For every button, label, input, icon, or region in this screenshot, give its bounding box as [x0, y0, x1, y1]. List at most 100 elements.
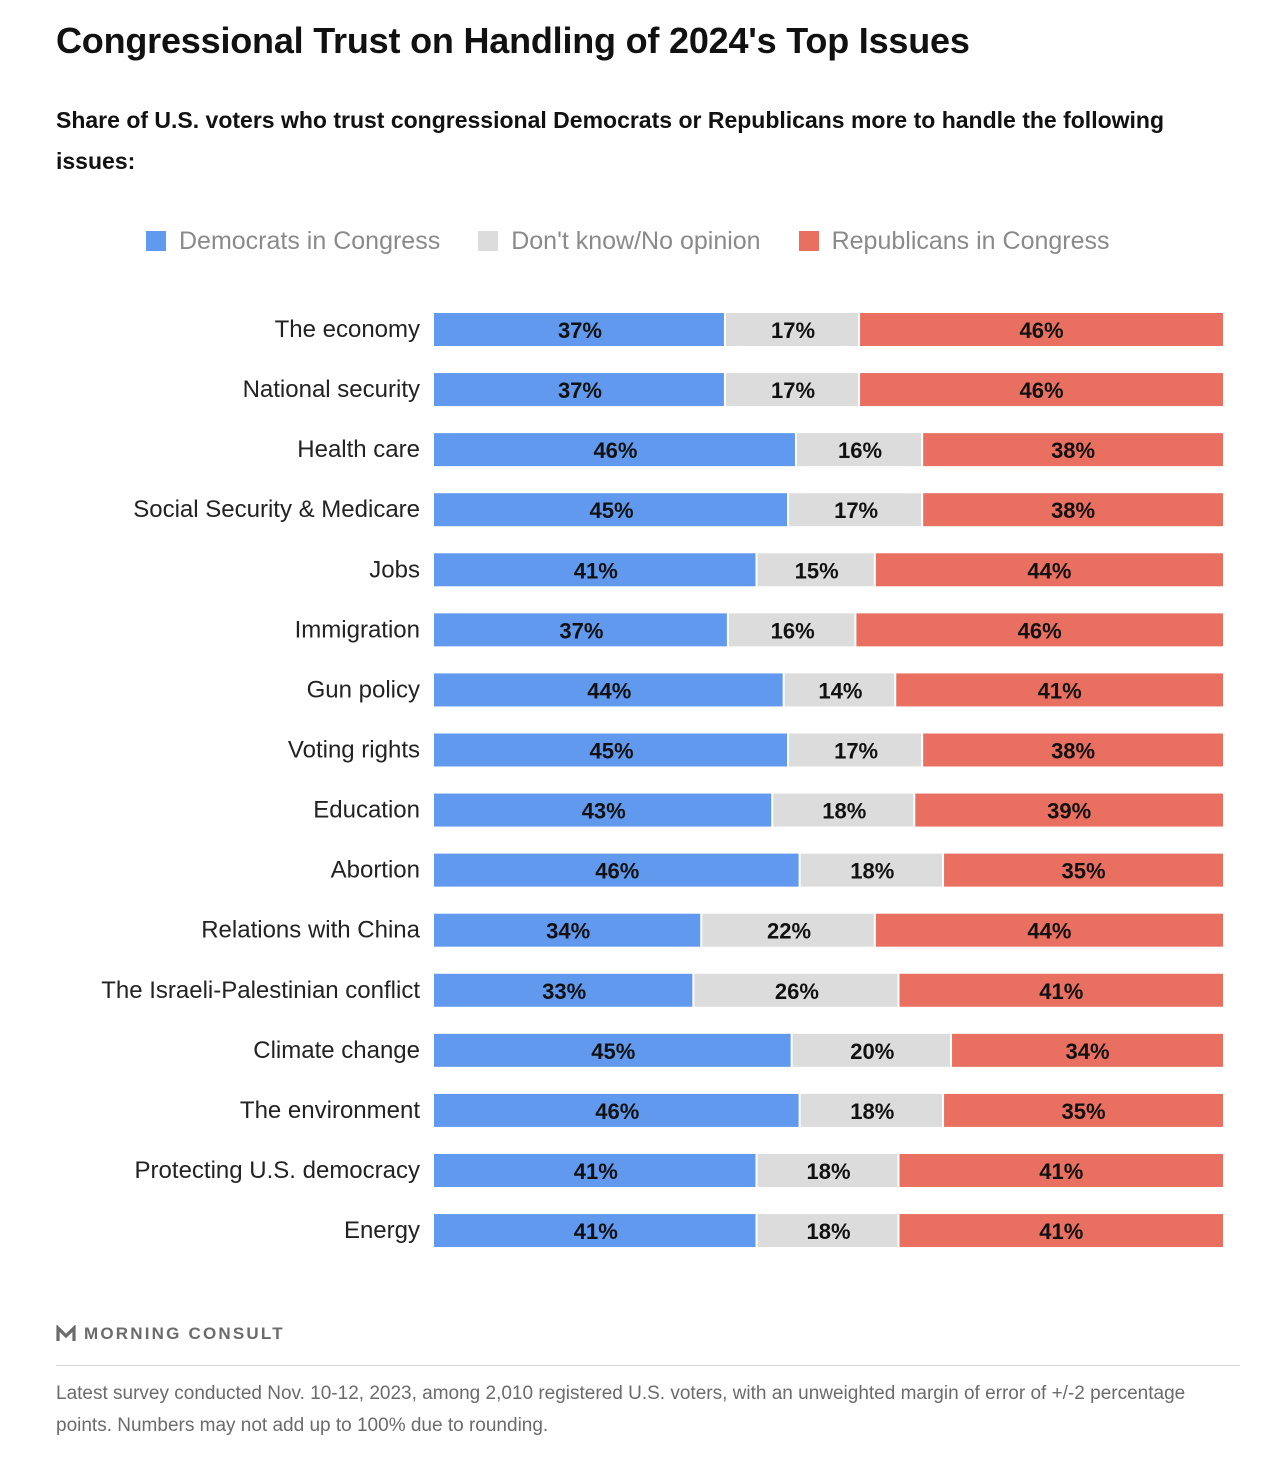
bar-segment	[899, 973, 1223, 1007]
legend-item-no-opinion: Don't know/No opinion	[478, 226, 761, 256]
legend-label-republicans: Republicans in Congress	[831, 226, 1110, 255]
bar-segment	[792, 1033, 951, 1067]
footer-divider	[56, 1365, 1240, 1366]
category-label: The Israeli-Palestinian conflict	[101, 977, 420, 1004]
bar-segment	[784, 673, 895, 707]
bar-segment	[899, 1214, 1223, 1248]
bar-segment	[856, 613, 1223, 647]
bar-segment	[789, 733, 922, 767]
bar-segment	[915, 793, 1223, 827]
legend-label-no-opinion: Don't know/No opinion	[511, 226, 761, 255]
data-label: 18%	[806, 1159, 850, 1184]
data-label: 18%	[850, 1099, 894, 1124]
bar-segment	[899, 1153, 1223, 1187]
bar-row: Abortion 46% 18% 35%	[331, 853, 1223, 887]
category-label: Abortion	[331, 857, 420, 884]
bar-segment	[434, 853, 799, 887]
bar-segment	[434, 493, 788, 527]
brand-logo: MORNING CONSULT	[56, 1324, 285, 1344]
data-label: 44%	[587, 678, 631, 703]
bar-segment	[860, 373, 1223, 407]
bar-segment	[952, 1033, 1223, 1067]
bar-row: Climate change 45% 20% 34%	[253, 1033, 1223, 1067]
category-label: The environment	[240, 1097, 420, 1124]
data-label: 41%	[574, 1219, 618, 1244]
data-label: 46%	[595, 1099, 639, 1124]
bar-row: Relations with China 34% 22% 44%	[201, 913, 1223, 947]
data-label: 46%	[1020, 378, 1064, 403]
data-label: 14%	[818, 678, 862, 703]
data-label: 41%	[1039, 1159, 1083, 1184]
data-label: 33%	[542, 979, 586, 1004]
data-label: 22%	[767, 919, 811, 944]
data-label: 18%	[806, 1219, 850, 1244]
data-label: 17%	[834, 738, 878, 763]
bar-segment	[773, 793, 914, 827]
category-label: Immigration	[295, 616, 420, 643]
bar-segment	[725, 373, 859, 407]
data-label: 46%	[1020, 318, 1064, 343]
data-label: 41%	[574, 558, 618, 583]
data-label: 37%	[559, 618, 603, 643]
bar-row: The environment 46% 18% 35%	[240, 1093, 1223, 1127]
data-label: 46%	[1018, 618, 1062, 643]
bar-segment	[434, 913, 701, 947]
brand-name: MORNING CONSULT	[84, 1324, 285, 1343]
bar-row: Education 43% 18% 39%	[313, 793, 1223, 827]
bar-segment	[800, 853, 943, 887]
bar-segment	[896, 673, 1223, 707]
category-label: Voting rights	[288, 736, 420, 763]
category-label: Social Security & Medicare	[133, 496, 420, 523]
chart-subtitle: Share of U.S. voters who trust congressi…	[56, 107, 1165, 174]
bar-segment	[789, 493, 922, 527]
bar-segment	[923, 733, 1223, 767]
data-label: 16%	[838, 438, 882, 463]
bar-segment	[757, 1214, 898, 1248]
data-label: 37%	[558, 378, 602, 403]
bar-segment	[434, 613, 727, 647]
category-label: Energy	[344, 1217, 420, 1244]
data-label: 44%	[1027, 919, 1071, 944]
data-label: 16%	[771, 618, 815, 643]
bar-row: Energy 41% 18% 41%	[344, 1214, 1223, 1248]
bar-row: Voting rights 45% 17% 38%	[288, 733, 1223, 767]
data-label: 44%	[1027, 558, 1071, 583]
category-label: Health care	[297, 436, 420, 463]
chart-title: Congressional Trust on Handling of 2024'…	[56, 20, 970, 61]
data-label: 39%	[1047, 799, 1091, 824]
bar-segment	[923, 493, 1223, 527]
data-label: 18%	[822, 799, 866, 824]
bar-segment	[434, 793, 772, 827]
bar-row: Health care 46% 16% 38%	[297, 433, 1223, 467]
bar-segment	[434, 973, 693, 1007]
data-label: 41%	[574, 1159, 618, 1184]
bar-segment	[434, 373, 724, 407]
bar-row: Jobs 41% 15% 44%	[369, 553, 1223, 587]
legend-label-democrats: Democrats in Congress	[179, 226, 441, 255]
data-label: 41%	[1039, 979, 1083, 1004]
footnote: Latest survey conducted Nov. 10-12, 2023…	[56, 1383, 1186, 1436]
data-label: 45%	[590, 498, 634, 523]
bar-segment	[434, 1033, 791, 1067]
bar-segment	[434, 673, 783, 707]
legend-item-republicans: Republicans in Congress	[798, 226, 1110, 256]
data-label: 35%	[1062, 859, 1106, 884]
bar-segment	[860, 313, 1223, 346]
category-label: Relations with China	[201, 917, 420, 944]
bar-segment	[923, 433, 1223, 467]
bar-row: Gun policy 44% 14% 41%	[307, 673, 1223, 707]
bar-segment	[944, 853, 1223, 887]
bar-segment	[875, 913, 1223, 947]
bar-row: The economy 37% 17% 46%	[275, 313, 1223, 346]
bar-segment	[434, 1153, 756, 1187]
bar-segment	[725, 313, 859, 346]
morning-consult-logo-icon	[56, 1325, 76, 1341]
data-label: 41%	[1038, 678, 1082, 703]
data-label: 15%	[795, 558, 839, 583]
category-label: National security	[243, 376, 420, 403]
legend-item-democrats: Democrats in Congress	[146, 227, 440, 256]
data-label: 26%	[775, 979, 819, 1004]
bar-segment	[434, 553, 756, 587]
category-label: The economy	[275, 316, 420, 343]
bar-segment	[757, 553, 874, 587]
